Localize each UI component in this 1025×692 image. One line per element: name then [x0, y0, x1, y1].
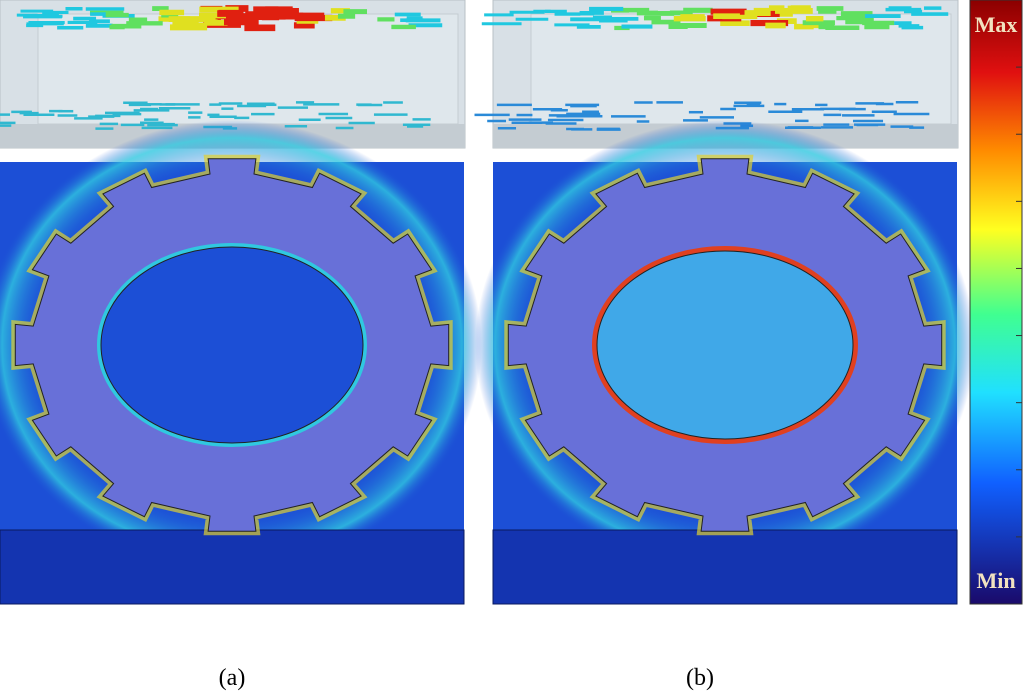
panel-label: (a): [219, 665, 246, 691]
panel-label: (b): [686, 665, 714, 691]
ground: [492, 529, 958, 605]
gear-hole: [596, 250, 854, 440]
flow-box-inner: [530, 13, 952, 125]
gear-hole: [100, 246, 364, 444]
colorbar-min-label: Min: [976, 568, 1015, 593]
gear-hole-glow: [592, 246, 858, 444]
colorbar-ticks: [1016, 66, 1022, 538]
colorbar-max-label: Max: [975, 12, 1018, 37]
gear-hole-glow: [97, 243, 367, 447]
ground: [0, 529, 465, 605]
colorbar: [969, 0, 1023, 605]
panels: [0, 0, 975, 605]
